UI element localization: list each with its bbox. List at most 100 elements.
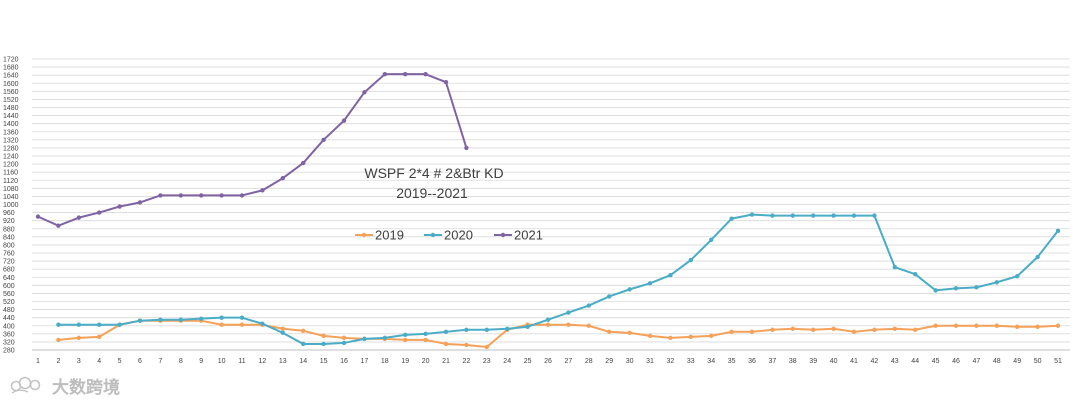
y-tick-label: 800 xyxy=(3,242,15,249)
data-point xyxy=(97,322,102,327)
data-point xyxy=(137,318,143,323)
data-point xyxy=(545,317,551,322)
data-point xyxy=(56,322,61,327)
data-point xyxy=(811,213,816,218)
data-point xyxy=(566,310,571,315)
data-point xyxy=(76,215,82,220)
series-line-2021 xyxy=(37,73,468,227)
y-tick-label: 600 xyxy=(3,283,15,290)
legend-entry-2019: 2019 xyxy=(355,228,404,243)
data-point xyxy=(382,71,387,77)
x-tick-label: 43 xyxy=(891,358,899,365)
data-point xyxy=(668,335,673,341)
data-point xyxy=(872,327,877,332)
data-point xyxy=(56,337,61,343)
data-point xyxy=(505,326,510,331)
data-point xyxy=(647,281,653,286)
y-tick-label: 920 xyxy=(3,218,15,225)
x-tick-label: 15 xyxy=(320,358,328,365)
x-tick-label: 1 xyxy=(36,358,40,365)
y-tick-label: 880 xyxy=(3,226,15,233)
data-point xyxy=(423,71,428,77)
x-tick-label: 23 xyxy=(483,358,491,365)
x-tick-label: 31 xyxy=(646,358,654,365)
data-point xyxy=(1055,228,1061,233)
x-tick-label: 28 xyxy=(585,358,593,365)
y-tick-label: 1720 xyxy=(3,57,19,64)
data-point xyxy=(607,294,612,299)
x-tick-label: 13 xyxy=(279,358,287,365)
x-tick-label: 46 xyxy=(952,358,960,365)
data-point xyxy=(158,317,163,322)
x-tick-label: 20 xyxy=(422,358,430,365)
x-tick-label: 3 xyxy=(77,358,81,365)
y-tick-label: 720 xyxy=(3,259,15,266)
series-2021 xyxy=(35,71,469,228)
series-line-2019 xyxy=(58,319,1059,348)
watermark: 大数跨境 xyxy=(10,373,120,398)
data-point xyxy=(872,213,877,218)
data-point xyxy=(219,193,224,198)
data-point xyxy=(403,332,408,338)
x-tick-label: 24 xyxy=(503,358,511,365)
data-point xyxy=(994,323,999,328)
x-tick-label: 27 xyxy=(565,358,573,365)
x-tick-label: 41 xyxy=(850,358,858,365)
y-tick-label: 760 xyxy=(3,251,15,258)
legend-label: 2020 xyxy=(444,228,473,243)
data-point xyxy=(423,337,428,343)
legend-swatch-marker xyxy=(430,232,436,238)
data-point xyxy=(301,328,306,334)
data-point xyxy=(627,287,632,292)
x-tick-label: 2 xyxy=(56,358,60,365)
y-tick-label: 960 xyxy=(3,210,15,217)
data-point xyxy=(790,213,795,218)
data-point xyxy=(749,329,755,335)
y-tick-label: 1600 xyxy=(3,81,19,88)
data-point xyxy=(260,188,265,193)
data-point xyxy=(811,327,816,332)
x-tick-label: 50 xyxy=(1034,358,1042,365)
data-point xyxy=(443,341,449,347)
y-tick-label: 1680 xyxy=(3,65,19,72)
data-point xyxy=(851,213,857,218)
x-tick-label: 6 xyxy=(138,358,142,365)
data-point xyxy=(933,288,938,293)
data-point xyxy=(1035,254,1040,260)
legend-swatch-marker xyxy=(500,232,506,238)
y-tick-label: 1120 xyxy=(3,178,18,185)
data-point xyxy=(341,335,347,341)
watermark-text: 大数跨境 xyxy=(52,378,120,398)
y-tick-label: 1240 xyxy=(3,154,19,161)
x-tick-label: 48 xyxy=(993,358,1001,365)
data-point xyxy=(892,264,897,270)
data-point xyxy=(341,118,347,123)
x-tick-label: 37 xyxy=(769,358,777,365)
data-point xyxy=(301,341,306,347)
data-point xyxy=(362,336,367,342)
x-tick-label: 35 xyxy=(728,358,736,365)
x-tick-label: 17 xyxy=(361,358,369,365)
data-point xyxy=(403,337,408,343)
legend-swatch-marker xyxy=(361,232,367,238)
chart-title: WSPF 2*4 # 2&Btr KD xyxy=(364,165,503,181)
x-tick-label: 38 xyxy=(789,358,797,365)
data-point xyxy=(953,323,959,328)
data-point xyxy=(199,193,204,198)
y-tick-label: 1320 xyxy=(3,137,19,144)
x-tick-label: 19 xyxy=(401,358,409,365)
x-tick-label: 45 xyxy=(932,358,940,365)
data-point xyxy=(464,327,469,332)
y-tick-label: 1360 xyxy=(3,129,19,136)
x-tick-label: 34 xyxy=(707,358,715,365)
data-point xyxy=(749,212,755,217)
y-tick-label: 320 xyxy=(3,339,15,346)
data-point xyxy=(586,323,591,328)
x-tick-label: 36 xyxy=(748,358,756,365)
y-tick-label: 680 xyxy=(3,267,15,274)
data-point xyxy=(647,333,653,339)
